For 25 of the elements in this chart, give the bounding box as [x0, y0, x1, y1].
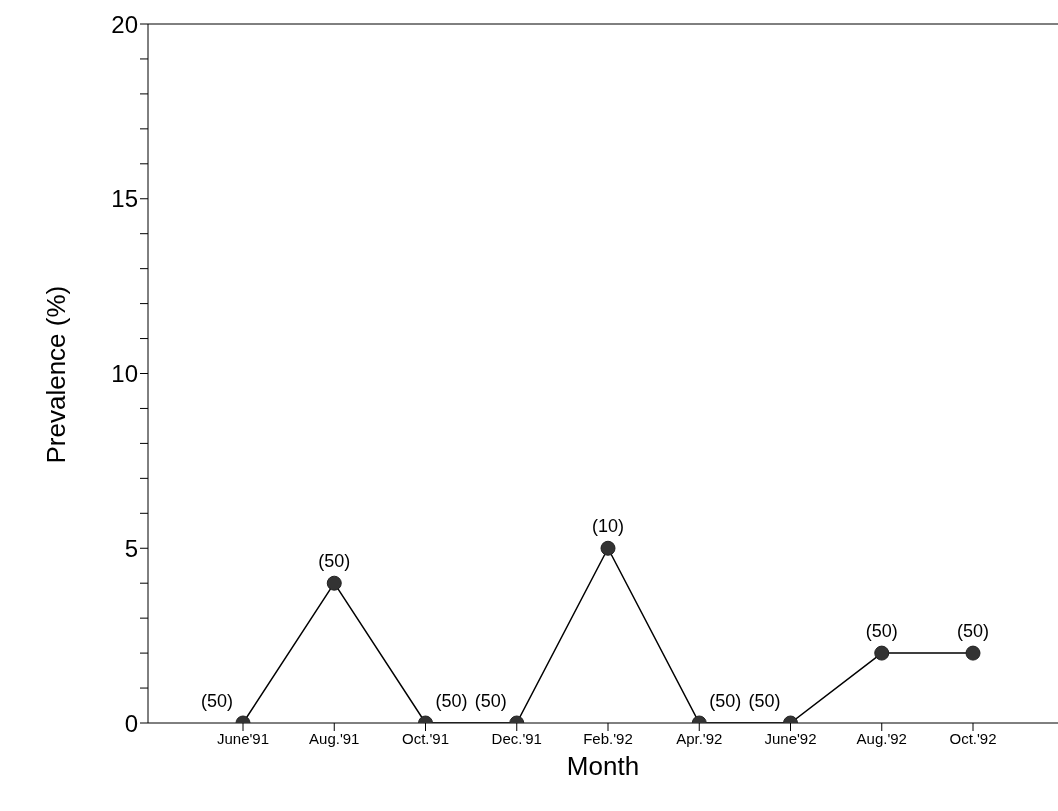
annotation: (50): [435, 691, 468, 711]
annotation: (50): [748, 691, 781, 711]
y-tick-label: 10: [111, 360, 138, 388]
x-tick-label: Dec.'91: [491, 729, 542, 747]
annotation: (10): [591, 516, 625, 537]
annotation: (50): [709, 691, 742, 711]
annotation: (50): [865, 621, 898, 642]
x-tick-label: June'91: [216, 729, 270, 747]
y-tick-label: 15: [111, 185, 138, 213]
x-tick-label: Feb.'92: [583, 729, 633, 747]
x-tick-label: Oct.'91: [401, 729, 450, 747]
annotation: (50): [956, 621, 990, 642]
x-tick-label: Aug.'91: [309, 729, 360, 747]
y-tick-label: 20: [111, 10, 138, 38]
annotation: (50): [318, 551, 351, 572]
x-axis-title: Month: [566, 751, 640, 781]
x-tick-label: Oct.'92: [949, 729, 997, 747]
x-tick-label: Apr.'92: [676, 729, 723, 747]
x-tick-label: June'92: [764, 729, 817, 747]
annotation: (50): [474, 691, 507, 711]
y-tick-label: 0: [124, 709, 138, 737]
x-tick-label: Aug.'92: [856, 729, 907, 747]
y-tick-label: 5: [124, 534, 138, 562]
annotation: (50): [200, 691, 234, 711]
y-axis-title: Prevalence (%): [41, 285, 72, 464]
